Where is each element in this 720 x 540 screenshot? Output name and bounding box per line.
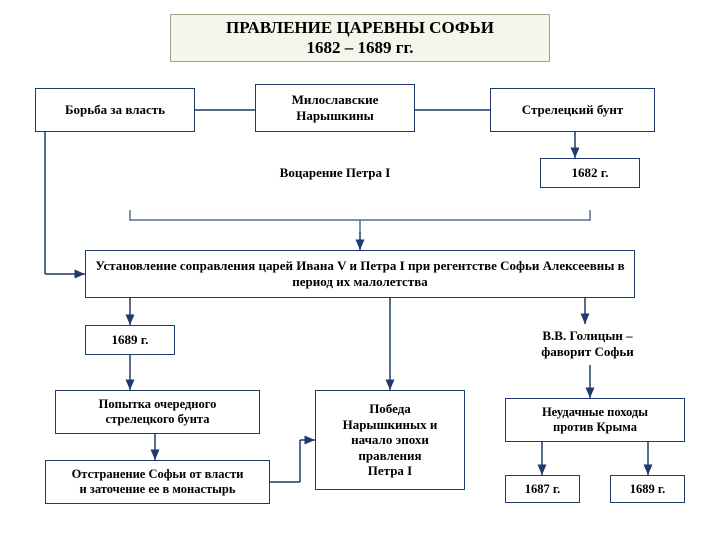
year-1682: 1682 г. <box>572 165 609 181</box>
victory-line2: Нарышкиных и <box>343 417 438 433</box>
box-1682: 1682 г. <box>540 158 640 188</box>
families-line2: Нарышкины <box>296 108 374 124</box>
box-attempt: Попытка очередного стрелецкого бунта <box>55 390 260 434</box>
box-co-rule: Установление соправления царей Ивана V и… <box>85 250 635 298</box>
year-1687: 1687 г. <box>525 482 561 497</box>
accession-text: Воцарение Петра I <box>255 165 415 181</box>
struggle-label: Борьба за власть <box>65 102 165 118</box>
golitsyn-text: В.В. Голицын – фаворит Софьи <box>490 328 685 361</box>
crimea-line1: Неудачные походы <box>542 405 648 420</box>
attempt-line1: Попытка очередного <box>99 397 217 412</box>
box-victory: Победа Нарышкиных и начало эпохи правлен… <box>315 390 465 490</box>
golitsyn-line2: фаворит Софьи <box>541 344 634 359</box>
title-line2: 1682 – 1689 гг. <box>306 38 413 58</box>
year-1689b: 1689 г. <box>630 482 666 497</box>
box-riot: Стрелецкий бунт <box>490 88 655 132</box>
riot-label: Стрелецкий бунт <box>522 102 623 118</box>
attempt-line2: стрелецкого бунта <box>106 412 210 427</box>
victory-line1: Победа <box>369 401 411 417</box>
box-1687: 1687 г. <box>505 475 580 503</box>
victory-line3: начало эпохи <box>351 432 429 448</box>
year-1689: 1689 г. <box>112 332 149 348</box>
box-families: Милославские Нарышкины <box>255 84 415 132</box>
victory-line4: правления <box>358 448 421 464</box>
box-removal: Отстранение Софьи от власти и заточение … <box>45 460 270 504</box>
title-line1: ПРАВЛЕНИЕ ЦАРЕВНЫ СОФЬИ <box>226 18 494 38</box>
removal-line1: Отстранение Софьи от власти <box>72 467 244 482</box>
co-rule-text: Установление соправления царей Ивана V и… <box>94 258 626 289</box>
removal-line2: и заточение ее в монастырь <box>79 482 235 497</box>
accession-label: Воцарение Петра I <box>280 165 391 180</box>
box-crimea: Неудачные походы против Крыма <box>505 398 685 442</box>
box-struggle: Борьба за власть <box>35 88 195 132</box>
golitsyn-line1: В.В. Голицын – <box>542 328 632 343</box>
crimea-line2: против Крыма <box>553 420 637 435</box>
families-line1: Милославские <box>292 92 379 108</box>
title-box: ПРАВЛЕНИЕ ЦАРЕВНЫ СОФЬИ 1682 – 1689 гг. <box>170 14 550 62</box>
box-1689b: 1689 г. <box>610 475 685 503</box>
box-1689: 1689 г. <box>85 325 175 355</box>
victory-line5: Петра I <box>368 463 412 479</box>
